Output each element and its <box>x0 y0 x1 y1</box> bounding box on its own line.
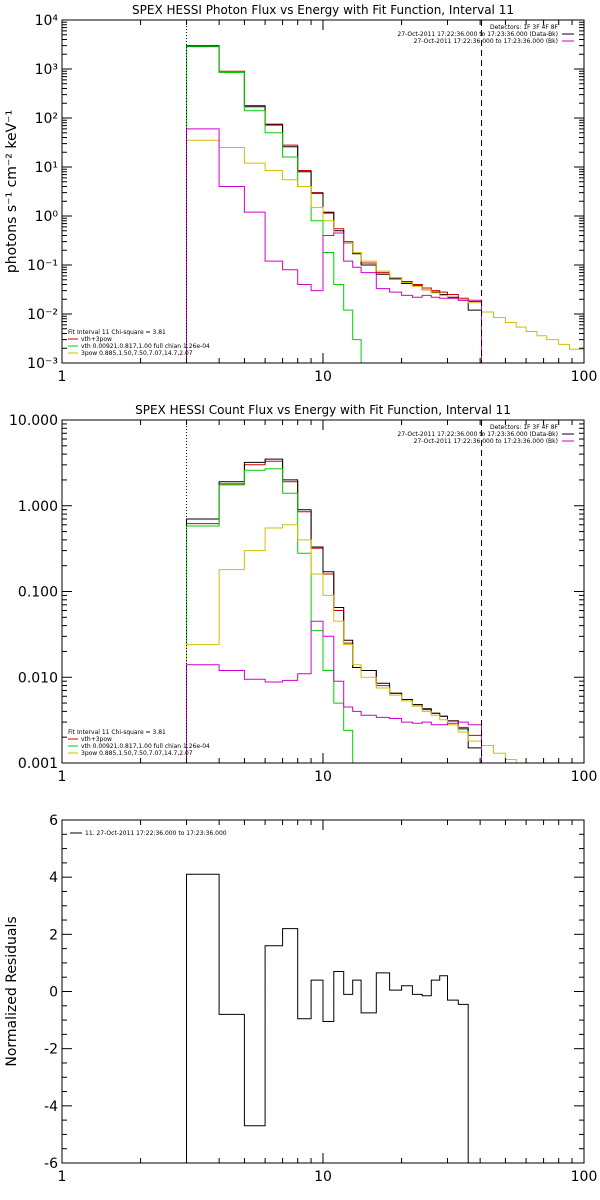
chart-title: SPEX HESSI Count Flux vs Energy with Fit… <box>135 403 511 417</box>
y-tick-label: 1.000 <box>18 499 58 515</box>
y-tick-label: 2 <box>49 927 58 943</box>
x-tick-label: 1 <box>58 769 67 785</box>
chart-panel-2: 1 10 100 0.001 0.010 0.100 1.000 10.000 SPEX HES… <box>9 403 597 785</box>
x-tick-label: 10 <box>314 369 332 385</box>
y-tick-label: 10² <box>35 111 58 127</box>
y-tick-label: 0.100 <box>18 585 58 601</box>
y-tick-label: 10⁻³ <box>27 356 58 372</box>
series-line-3 <box>186 46 362 363</box>
x-tick-label: 1 <box>58 1169 67 1185</box>
legend-entry: Fit Interval 11 Chi-square = 3.81 <box>68 729 166 736</box>
chart-panel-1: 1 10 100 10⁻³ 10⁻² 10⁻¹ 10⁰ 10¹ 10² 10³ 10⁴ SPEX HE… <box>4 3 597 385</box>
series-line-1 <box>186 460 482 763</box>
legend-entry: vth 0.00921,0.817,1.00 full chian 1.26e-… <box>81 343 210 350</box>
y-axis-label: photons s⁻¹ cm⁻² keV⁻¹ <box>4 110 20 273</box>
series-line-2 <box>186 45 482 363</box>
legend-entry: vth+3pow <box>81 736 112 743</box>
y-tick-label: 10⁻² <box>27 307 58 323</box>
series-line-4 <box>186 139 584 363</box>
chart-panel-3: 1 10 100 -6 -4 -2 0 2 4 6 Normalized Residuals 11. … <box>4 813 597 1185</box>
legend-entry: vth+3pow <box>81 336 112 343</box>
series-group <box>186 45 584 363</box>
legend-entry: Detectors: 1F 3F 4F 8F <box>490 24 559 31</box>
y-tick-label: 6 <box>49 813 58 829</box>
y-axis-label: Normalized Residuals <box>4 916 20 1066</box>
x-tick-label: 10 <box>314 769 332 785</box>
y-tick-label: 10⁰ <box>35 209 59 225</box>
y-tick-label: 10⁴ <box>35 13 59 29</box>
legend-entry: vth 0.00921,0.817,1.00 full chian 1.26e-… <box>81 743 210 750</box>
y-tick-label: -2 <box>44 1042 58 1058</box>
y-tick-label: 10³ <box>35 62 58 78</box>
series-line-5 <box>186 128 482 363</box>
legend-entry: 11. 27-Oct-2011 17:22:36.000 to 17:23:36… <box>85 830 227 837</box>
y-tick-label: -6 <box>44 1156 58 1172</box>
legend-entry: 3pow 0.885,1.50,7.50,7.07,14.7,2.07 <box>81 350 193 357</box>
y-tick-label: 0.001 <box>18 756 58 772</box>
series-line-4 <box>186 524 517 763</box>
legend-entry: 3pow 0.885,1.50,7.50,7.07,14.7,2.07 <box>81 750 193 757</box>
y-tick-label: 0.010 <box>18 670 58 686</box>
series-group <box>186 458 517 763</box>
y-tick-label: 10⁻¹ <box>27 258 58 274</box>
x-tick-label: 1 <box>58 369 67 385</box>
legend-entry: 27-Oct-2011 17:22:36.000 to 17:23:36.000… <box>414 38 558 45</box>
legend-entry: 27-Oct-2011 17:22:36.000 to 17:23:36.000… <box>414 438 558 445</box>
y-tick-label: 10¹ <box>35 160 58 176</box>
y-tick-label: 0 <box>49 985 58 1001</box>
y-tick-label: 4 <box>49 870 58 886</box>
series-line-3 <box>186 468 362 763</box>
legend-entry: Detectors: 1F 3F 4F 8F <box>490 424 559 431</box>
legend-entry: 27-Oct-2011 17:22:36.000 to 17:23:36.000… <box>397 431 558 438</box>
x-tick-label: 100 <box>571 1169 598 1185</box>
plot-frame <box>61 19 585 364</box>
x-tick-label: 10 <box>314 1169 332 1185</box>
y-tick-label: -4 <box>44 1099 58 1115</box>
series-line-5 <box>186 620 482 763</box>
x-tick-label: 100 <box>571 769 598 785</box>
series-group <box>186 873 482 1163</box>
legend-entry: 27-Oct-2011 17:22:36.000 to 17:23:36.000… <box>397 31 558 38</box>
x-tick-label: 100 <box>571 369 598 385</box>
chart-title: SPEX HESSI Photon Flux vs Energy with Fi… <box>132 3 514 17</box>
y-tick-label: 10.000 <box>9 413 58 429</box>
legend-entry: Fit Interval 11 Chi-square = 3.81 <box>68 329 166 336</box>
series-line-1 <box>186 873 482 1163</box>
